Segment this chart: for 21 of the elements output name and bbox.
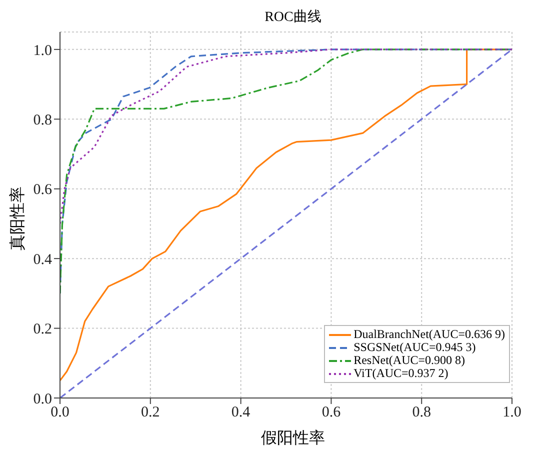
y-tick-label: 1.0 — [33, 42, 52, 59]
legend-label: ViT(AUC=0.937 2) — [354, 366, 448, 380]
x-tick-label: 0.2 — [141, 404, 160, 421]
line-series — [60, 48, 512, 294]
x-tick-label: 1.0 — [502, 404, 522, 421]
x-tick-label: 0.4 — [231, 404, 251, 421]
line-series — [60, 48, 512, 225]
x-axis-title: 假阳性率 — [260, 428, 326, 449]
y-tick-label: 0.0 — [33, 391, 52, 408]
y-tick-label: 0.4 — [33, 252, 52, 268]
legend-label: DualBranchNet(AUC=0.636 9) — [354, 327, 505, 341]
y-tick-label: 0.2 — [33, 322, 52, 338]
x-tick-label: 0.8 — [412, 404, 431, 421]
legend-label: ResNet(AUC=0.900 8) — [354, 353, 466, 367]
chart-title: ROC曲线 — [264, 8, 322, 27]
legend-label: SSGSNet(AUC=0.945 3) — [354, 340, 476, 354]
y-axis-title: 真阳性率 — [8, 186, 28, 250]
y-tick-label: 0.6 — [33, 182, 52, 198]
x-tick-label: 0.0 — [50, 404, 70, 421]
x-tick-label: 0.6 — [322, 404, 342, 421]
y-tick-label: 0.8 — [33, 112, 52, 128]
